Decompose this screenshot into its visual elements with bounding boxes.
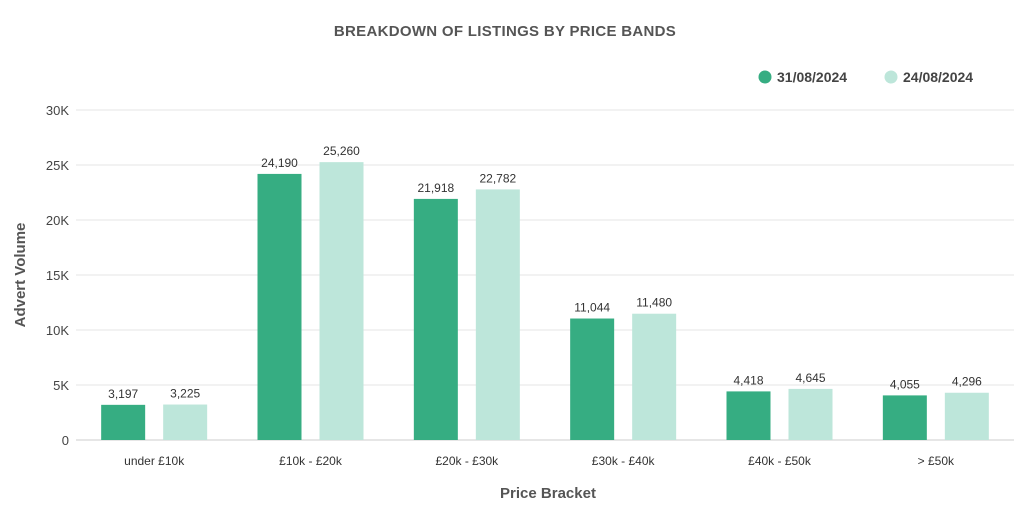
x-category-label: under £10k [124,454,185,468]
chart-title: BREAKDOWN OF LISTINGS BY PRICE BANDS [334,23,676,40]
data-label: 4,296 [952,375,982,389]
bar-series-2[interactable] [163,404,208,440]
bars [101,162,989,440]
bar-series-2[interactable] [944,392,989,440]
y-tick-label: 5K [53,378,69,393]
data-label: 4,055 [890,377,920,391]
data-label: 11,044 [574,301,610,315]
x-category-label: £20k - £30k [435,454,499,468]
data-label: 21,918 [417,181,454,195]
y-gridlines [76,109,1014,441]
x-category-label: > £50k [918,454,955,468]
bar-series-1[interactable] [413,198,458,440]
bar-series-2[interactable] [788,388,833,440]
bar-series-1[interactable] [882,395,927,440]
bar-series-1[interactable] [570,318,615,440]
x-category-label: £40k - £50k [748,454,812,468]
data-label: 25,260 [323,144,360,158]
y-tick-label: 30K [46,103,69,118]
data-label: 3,197 [108,387,138,401]
bar-series-1[interactable] [101,404,146,440]
y-tick-label: 15K [46,268,69,283]
data-label: 3,225 [170,387,200,401]
bar-series-1[interactable] [257,173,302,440]
x-axis-categories: under £10k £10k - £20k £20k - £30k £30k - £… [124,454,955,468]
bar-series-1[interactable] [726,391,771,440]
legend-swatch-series-1 [758,70,772,84]
legend-label-series-1: 31/08/2024 [777,69,847,85]
data-label: 24,190 [261,156,298,170]
data-label: 4,645 [795,371,825,385]
legend: 31/08/2024 24/08/2024 [758,69,974,85]
legend-swatch-series-2 [884,70,898,84]
y-axis-title: Advert Volume [12,223,29,328]
bar-series-2[interactable] [632,313,677,440]
data-label: 11,480 [636,296,672,310]
legend-item-series-1[interactable]: 31/08/2024 [758,69,848,85]
y-tick-label: 20K [46,213,69,228]
y-tick-label: 10K [46,323,69,338]
legend-label-series-2: 24/08/2024 [903,69,973,85]
legend-item-series-2[interactable]: 24/08/2024 [884,69,974,85]
x-category-label: £10k - £20k [279,454,343,468]
y-axis-ticks: 0 5K 10K 15K 20K 25K 30K [46,103,69,448]
x-axis-title: Price Bracket [500,485,596,502]
x-category-label: £30k - £40k [592,454,656,468]
y-tick-label: 0 [62,433,69,448]
y-tick-label: 25K [46,158,69,173]
data-labels: 3,197 3,225 24,190 25,260 21,918 22,782 11,044… [108,144,982,401]
bar-series-2[interactable] [319,162,364,440]
data-label: 4,418 [733,373,763,387]
bar-series-2[interactable] [475,189,520,440]
data-label: 22,782 [479,171,516,185]
